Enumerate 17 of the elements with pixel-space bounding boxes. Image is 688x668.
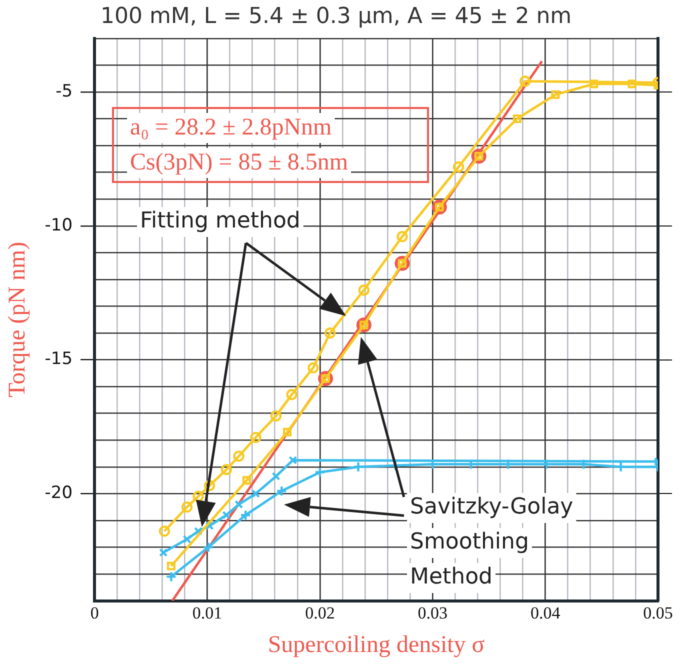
annotation: Savitzky-Golay Smoothing Method — [410, 494, 574, 590]
x-tick-label: 0.03 — [418, 603, 448, 622]
annotation: a₀ = 28.2 ± 2.8pNnm — [130, 114, 332, 140]
x-tick-label: 0 — [90, 603, 99, 622]
y-axis-title: Torque (pN nm) — [4, 242, 31, 398]
x-tick-label: 0.01 — [192, 603, 222, 622]
x-tick-label: 0.05 — [643, 603, 673, 622]
y-tick-label: -15 — [44, 349, 73, 370]
chart-title: 100 mM, L = 5.4 ± 0.3 μm, A = 45 ± 2 nm — [100, 4, 572, 29]
x-tick-label: 0.04 — [530, 603, 561, 622]
y-tick-label: -20 — [44, 483, 73, 504]
x-axis-title: Supercoiling density σ — [268, 632, 485, 658]
x-tick-label: 0.02 — [305, 603, 335, 622]
annotation: Fitting method — [140, 208, 300, 234]
y-tick-label: -5 — [56, 81, 73, 102]
y-tick-label: -10 — [44, 215, 73, 236]
annotation: Cs(3pN) = 85 ± 8.5nm — [130, 149, 348, 176]
